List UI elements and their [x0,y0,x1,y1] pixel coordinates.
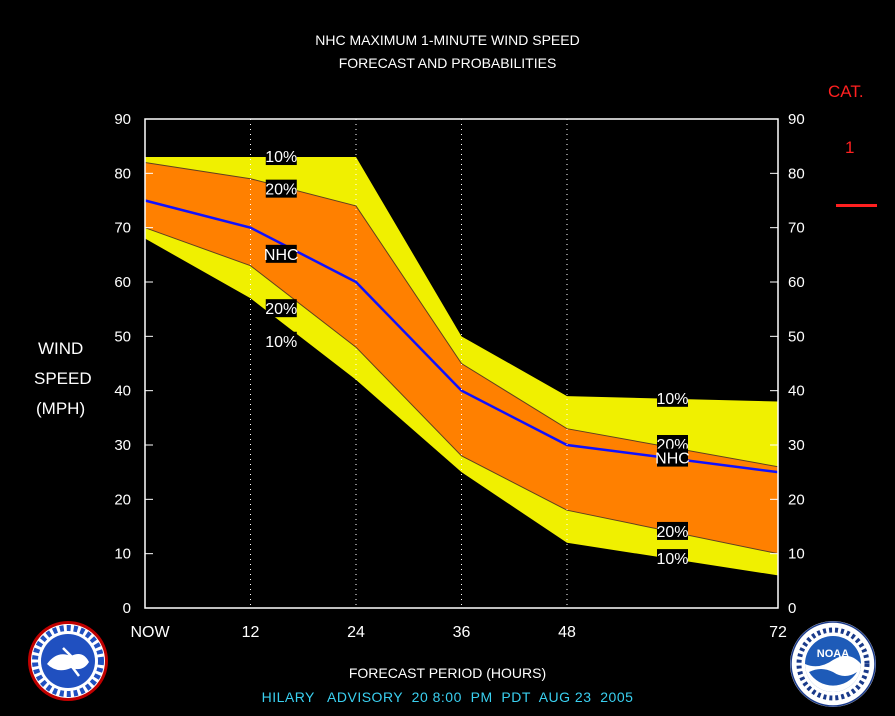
series-label: 10% [656,551,688,568]
category-label: CAT. [828,82,864,101]
series-label-box [657,448,688,467]
y-tick-label-right: 70 [788,220,805,237]
x-tick-label: 12 [242,624,260,641]
y-axis-title-line-2: SPEED [34,369,92,388]
y-tick-label-left: 70 [114,220,131,237]
advisory-footer: HILARY ADVISORY 20 8:00 PM PDT AUG 23 20… [261,689,634,705]
x-axis-title: FORECAST PERIOD (HOURS) [348,665,547,681]
y-tick-label-right: 50 [788,328,805,345]
chart-title: NHC MAXIMUM 1-MINUTE WIND SPEED [315,32,580,48]
y-tick-label-left: 50 [114,328,131,345]
x-tick-label: 36 [453,624,471,641]
series-label-box [265,299,297,318]
chart-subtitle: FORECAST AND PROBABILITIES [338,55,557,71]
y-tick-label-right: 0 [788,600,796,617]
series-label: 20% [265,301,297,318]
series-label: NHC [655,451,690,468]
x-tick-label: NOW [130,624,170,641]
band-edge-line [144,227,779,555]
nhc-forecast-line [144,199,779,474]
nws-logo [27,620,109,702]
y-tick-label-right: 10 [788,546,805,563]
y-tick-label-left: 30 [114,437,131,454]
category-line [836,204,877,207]
series-label-box [657,549,688,568]
y-tick-label-right: 30 [788,437,805,454]
series-label: NHC [264,247,299,264]
series-label: 10% [265,334,297,351]
series-label-box [265,179,297,198]
x-tick-label: 48 [558,624,576,641]
plot-frame [144,118,779,609]
y-tick-label-left: 40 [114,383,131,400]
series-label-box [657,435,688,453]
y-tick-label-left: 20 [114,491,131,508]
y-tick-label-right: 60 [788,274,805,291]
svg-text:NOAA: NOAA [817,648,849,660]
y-tick-label-right: 90 [788,111,805,128]
series-label: 20% [656,524,688,541]
x-tick-label: 24 [347,624,365,641]
y-tick-label-right: 20 [788,491,805,508]
series-label-box [265,244,297,263]
y-tick-label-right: 80 [788,165,805,182]
series-label: 20% [265,182,297,199]
y-axis-title-line-3: (MPH) [36,399,86,418]
y-tick-label-left: 10 [114,546,131,563]
series-label: 10% [265,149,297,166]
series-label-box [657,388,688,407]
series-label: 10% [656,391,688,408]
y-axis-title-line-1: WIND [38,339,84,358]
series-label-box [657,521,688,540]
category-value: 1 [845,138,855,157]
y-tick-label-left: 80 [114,165,131,182]
x-tick-label: 72 [769,624,787,641]
noaa-logo: NOAA [789,620,877,708]
y-tick-label-left: 0 [123,600,131,617]
inner-probability-band [145,162,778,554]
series-label-box [265,331,297,350]
y-tick-label-right: 40 [788,383,805,400]
y-tick-label-left: 90 [114,111,131,128]
band-edge-line [144,161,779,468]
y-tick-label-left: 60 [114,274,131,291]
series-label-box [265,147,297,166]
